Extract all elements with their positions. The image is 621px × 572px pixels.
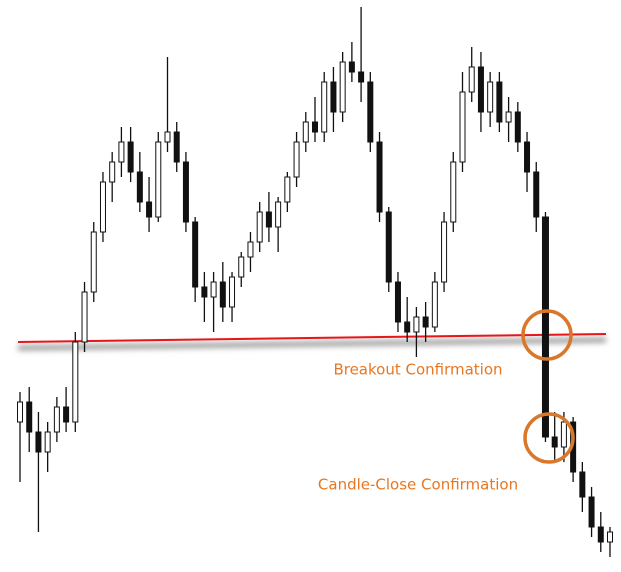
candle-body [192, 221, 199, 288]
candle-body [348, 61, 355, 73]
candle-body [275, 201, 282, 228]
candle-body [358, 71, 365, 83]
candle-body [450, 161, 457, 223]
candle-body [431, 281, 438, 328]
candle-body [17, 401, 23, 423]
candle-body [219, 281, 226, 308]
candle-body [293, 141, 300, 178]
candle-body [496, 81, 503, 123]
candle-body [302, 121, 309, 143]
candle-body [588, 496, 595, 528]
candle-body [514, 111, 521, 143]
candle-body [487, 81, 494, 113]
candle-body [394, 281, 401, 323]
close-circle [523, 412, 575, 464]
candle-body [173, 131, 180, 163]
breakout-circle [521, 309, 573, 361]
candle-body [53, 406, 60, 433]
candle-body [607, 531, 613, 543]
candle-body [533, 171, 540, 218]
candle-body [146, 201, 153, 218]
candle-body [459, 91, 466, 163]
candle-body [312, 121, 318, 133]
candle-body [72, 341, 79, 423]
candle-body [339, 61, 346, 113]
candle-body [109, 161, 116, 183]
candle-body [63, 406, 70, 423]
candle-body [182, 161, 189, 223]
candle-body [26, 401, 33, 433]
candle-body [229, 276, 236, 308]
candle-body [477, 66, 484, 113]
candle-body [330, 81, 337, 113]
candle-body [44, 431, 51, 453]
candle-body [99, 181, 106, 233]
candle-body [118, 141, 125, 163]
candle-body [404, 321, 411, 333]
candle-body [136, 171, 143, 203]
candle-body [265, 211, 272, 228]
candle-body [127, 141, 134, 173]
candle-body [441, 221, 448, 283]
candle-body [284, 176, 291, 203]
candle-body [413, 316, 420, 333]
candle-body [35, 431, 42, 453]
candle-body [376, 141, 383, 213]
candle-body [164, 131, 171, 143]
support-line [17, 333, 607, 343]
candle-body [321, 81, 328, 133]
candle-body [468, 66, 475, 93]
candle-body [155, 141, 162, 218]
candle-body [210, 281, 217, 298]
annotation: Candle-Close Confirmation [318, 476, 518, 494]
candle-body [551, 436, 558, 448]
candle-body [524, 141, 531, 173]
candle-body [505, 111, 512, 123]
candle-body [385, 211, 392, 283]
support-shadow [17, 337, 607, 351]
candle-body [560, 421, 567, 448]
candle-body [422, 316, 429, 328]
candle-body [90, 231, 97, 293]
candle-body [81, 291, 88, 343]
candle-body [579, 471, 586, 498]
candle-body [201, 286, 208, 298]
candle-body [541, 216, 549, 438]
candle-body [367, 81, 374, 143]
annotation: Breakout Confirmation [333, 361, 502, 379]
candles [17, 7, 613, 557]
candle-body [256, 211, 263, 243]
candle-body [597, 526, 604, 543]
candle-body [247, 241, 254, 258]
candle-body [238, 256, 245, 278]
